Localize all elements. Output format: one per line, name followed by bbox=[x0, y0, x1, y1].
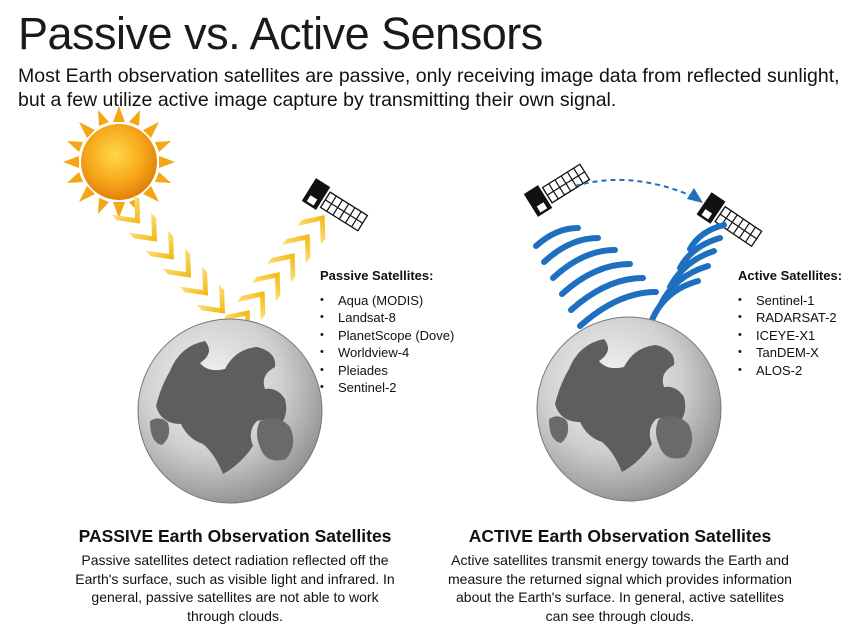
list-item: ICEYE-X1 bbox=[738, 327, 842, 345]
passive-satellite-icon bbox=[300, 176, 371, 236]
list-item: Worldview-4 bbox=[320, 344, 454, 362]
passive-satellite-list: Passive Satellites: Aqua (MODIS) Landsat… bbox=[320, 268, 454, 397]
list-item: Pleiades bbox=[320, 362, 454, 380]
passive-list-heading: Passive Satellites: bbox=[320, 268, 434, 283]
incoming-sunlight-beam bbox=[111, 194, 237, 324]
passive-caption: PASSIVE Earth Observation Satellites Pas… bbox=[40, 525, 430, 625]
sun-icon bbox=[63, 106, 175, 218]
transmitted-signal-waves bbox=[533, 225, 659, 329]
list-item: Sentinel-2 bbox=[320, 379, 454, 397]
dashed-arrow bbox=[574, 178, 703, 203]
list-item: Aqua (MODIS) bbox=[320, 292, 454, 310]
active-satellite-list: Active Satellites: Sentinel-1 RADARSAT-2… bbox=[738, 268, 842, 379]
active-globe-icon bbox=[536, 316, 722, 502]
page-subtitle: Most Earth observation satellites are pa… bbox=[18, 65, 840, 111]
list-item: ALOS-2 bbox=[738, 362, 842, 380]
active-transmitting-satellite-icon bbox=[522, 159, 593, 219]
page-title: Passive vs. Active Sensors bbox=[18, 8, 543, 59]
passive-caption-body: Passive satellites detect radiation refl… bbox=[75, 552, 395, 624]
passive-caption-title: PASSIVE Earth Observation Satellites bbox=[78, 526, 392, 546]
list-item: PlanetScope (Dove) bbox=[320, 327, 454, 345]
active-caption: ACTIVE Earth Observation Satellites Acti… bbox=[445, 525, 795, 625]
returned-signal-waves bbox=[647, 222, 727, 328]
passive-globe-icon bbox=[137, 318, 323, 504]
active-caption-body: Active satellites transmit energy toward… bbox=[448, 552, 792, 624]
active-list-heading: Active Satellites: bbox=[738, 268, 843, 283]
active-caption-title: ACTIVE Earth Observation Satellites bbox=[468, 526, 772, 546]
list-item: Sentinel-1 bbox=[738, 292, 842, 310]
list-item: TanDEM-X bbox=[738, 344, 842, 362]
list-item: RADARSAT-2 bbox=[738, 309, 842, 327]
list-item: Landsat-8 bbox=[320, 309, 454, 327]
